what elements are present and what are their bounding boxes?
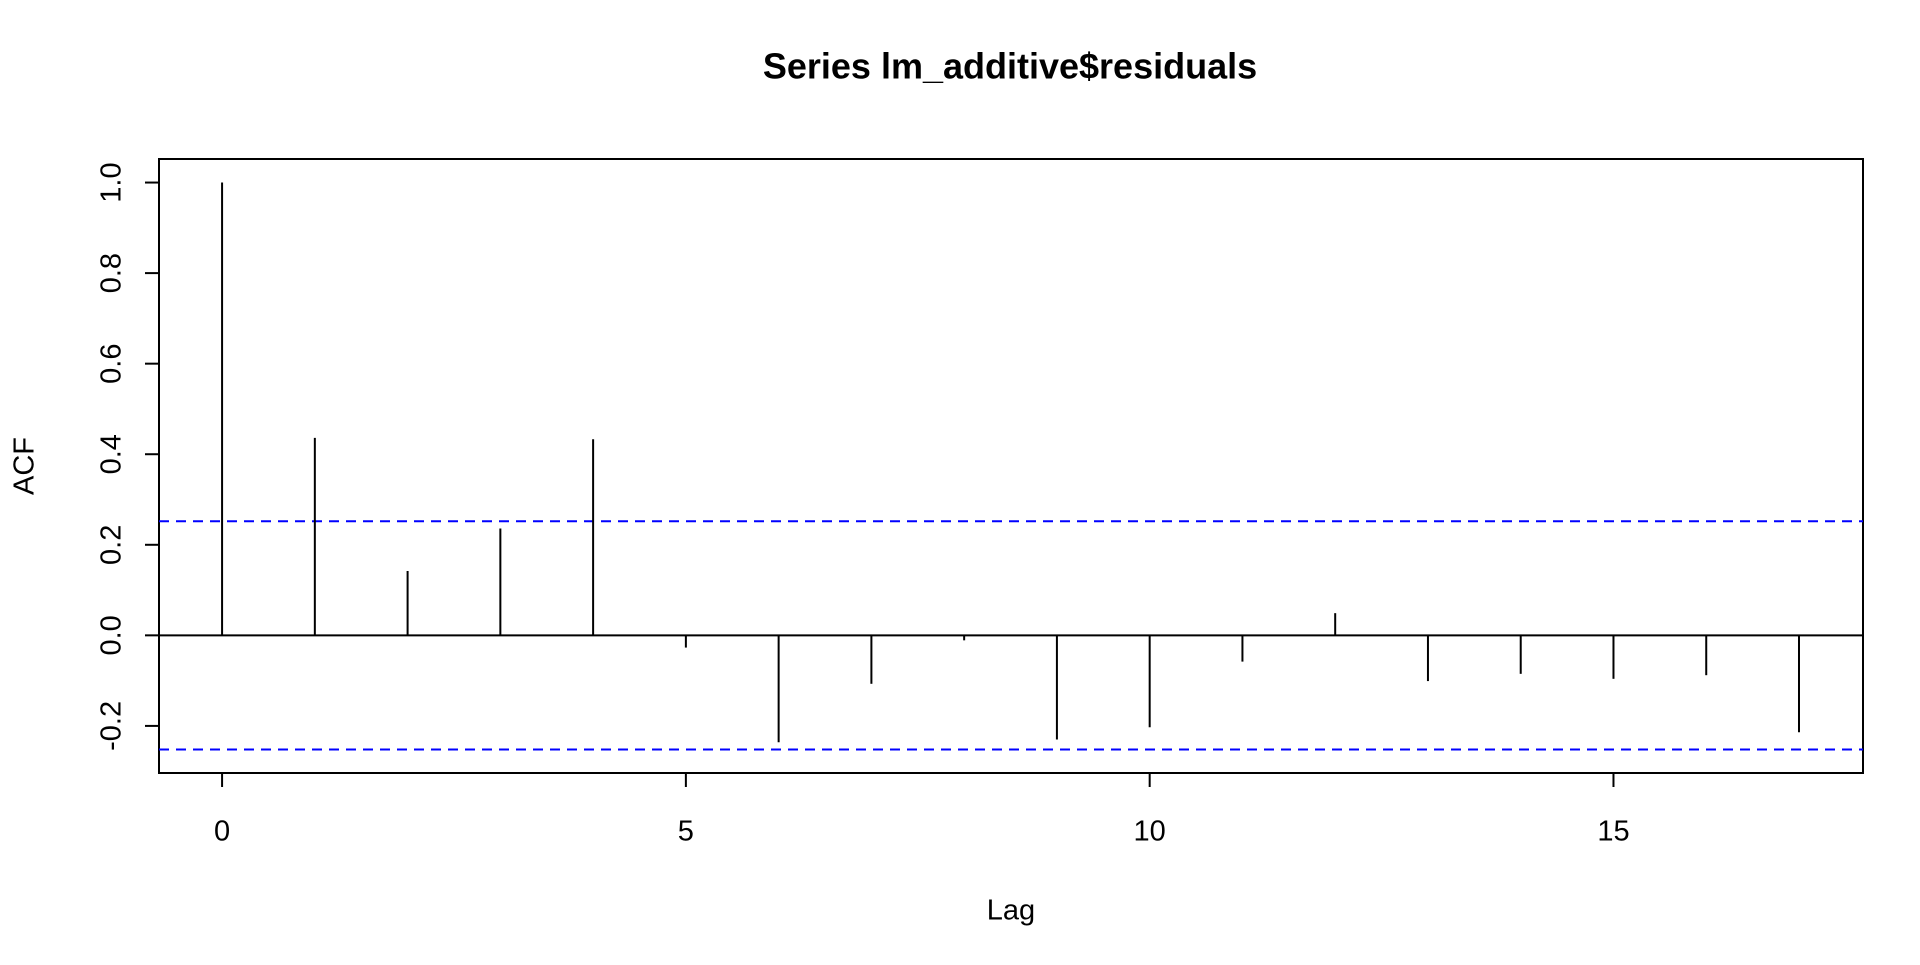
y-tick-label: -0.2 bbox=[96, 701, 128, 751]
y-tick-label: 0.4 bbox=[96, 434, 128, 474]
y-tick-label: 0.2 bbox=[96, 525, 128, 565]
y-tick-label: 0.0 bbox=[96, 615, 128, 655]
x-tick-label: 0 bbox=[214, 816, 230, 848]
x-tick-label: 10 bbox=[1134, 816, 1166, 848]
x-axis-label: Lag bbox=[987, 895, 1035, 927]
y-axis-label: ACF bbox=[9, 437, 41, 495]
y-tick-label: 0.6 bbox=[96, 344, 128, 384]
y-tick-label: 1.0 bbox=[96, 162, 128, 202]
x-tick-label: 15 bbox=[1597, 816, 1629, 848]
chart-title: Series lm_additive$residuals bbox=[763, 46, 1257, 87]
y-tick-label: 0.8 bbox=[96, 253, 128, 293]
x-tick-label: 5 bbox=[678, 816, 694, 848]
plot-frame bbox=[158, 158, 1864, 774]
